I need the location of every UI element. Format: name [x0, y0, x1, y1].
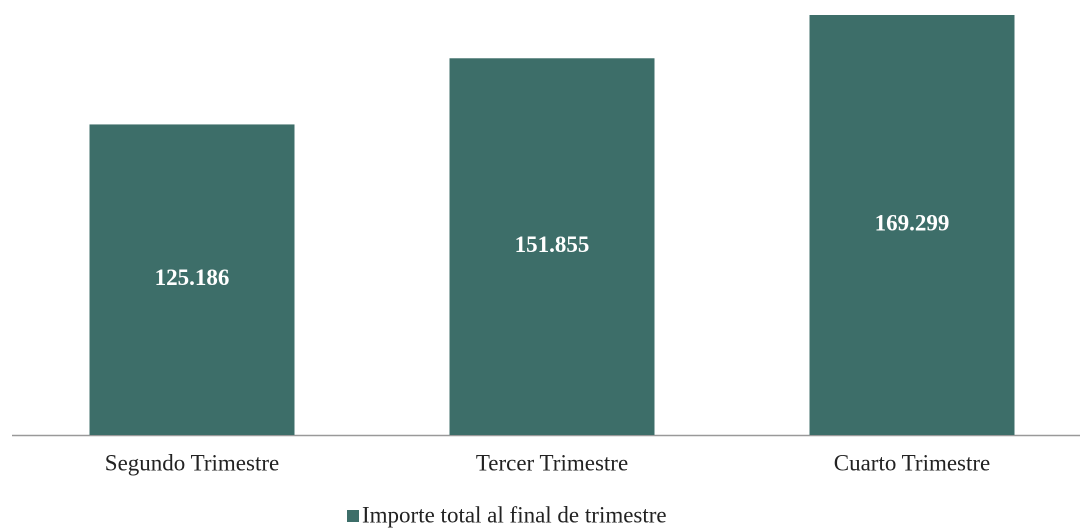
x-tick-label: Segundo Trimestre	[105, 450, 279, 475]
x-tick-label: Cuarto Trimestre	[834, 450, 991, 475]
bar	[809, 15, 1015, 435]
x-tick-label: Tercer Trimestre	[476, 450, 628, 475]
legend-label: Importe total al final de trimestre	[362, 502, 667, 527]
bar	[449, 58, 655, 435]
data-label: 125.186	[155, 265, 230, 290]
bar	[89, 124, 295, 435]
data-label: 151.855	[515, 232, 590, 257]
data-label: 169.299	[875, 210, 950, 235]
legend-swatch	[347, 510, 359, 522]
